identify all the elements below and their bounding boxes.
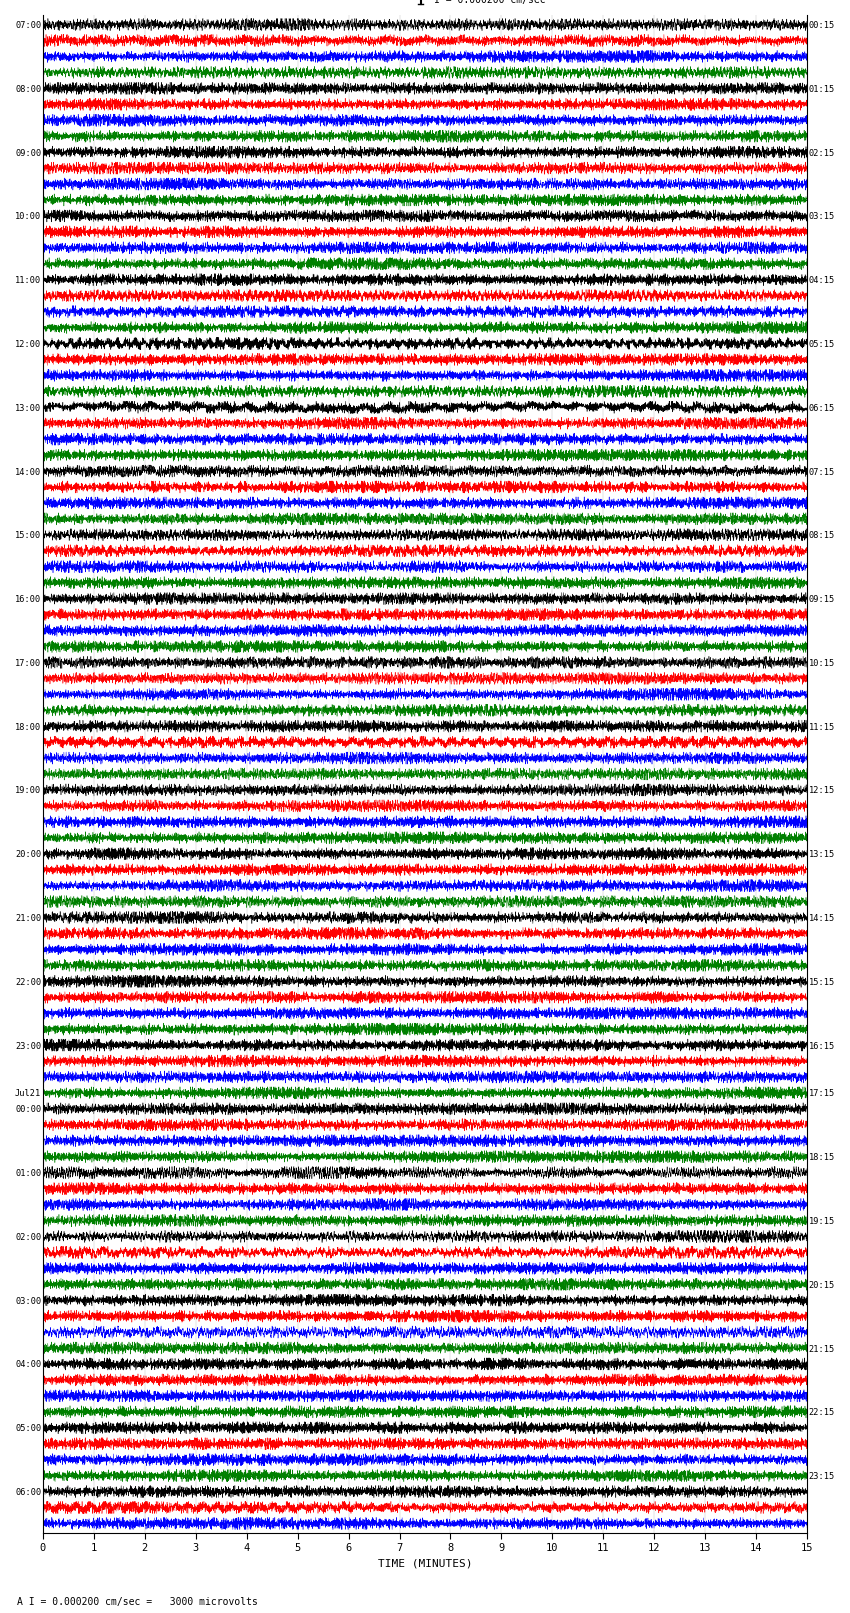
Text: A I = 0.000200 cm/sec =   3000 microvolts: A I = 0.000200 cm/sec = 3000 microvolts bbox=[17, 1597, 258, 1607]
Text: I = 0.000200 cm/sec: I = 0.000200 cm/sec bbox=[434, 0, 545, 5]
X-axis label: TIME (MINUTES): TIME (MINUTES) bbox=[377, 1560, 473, 1569]
